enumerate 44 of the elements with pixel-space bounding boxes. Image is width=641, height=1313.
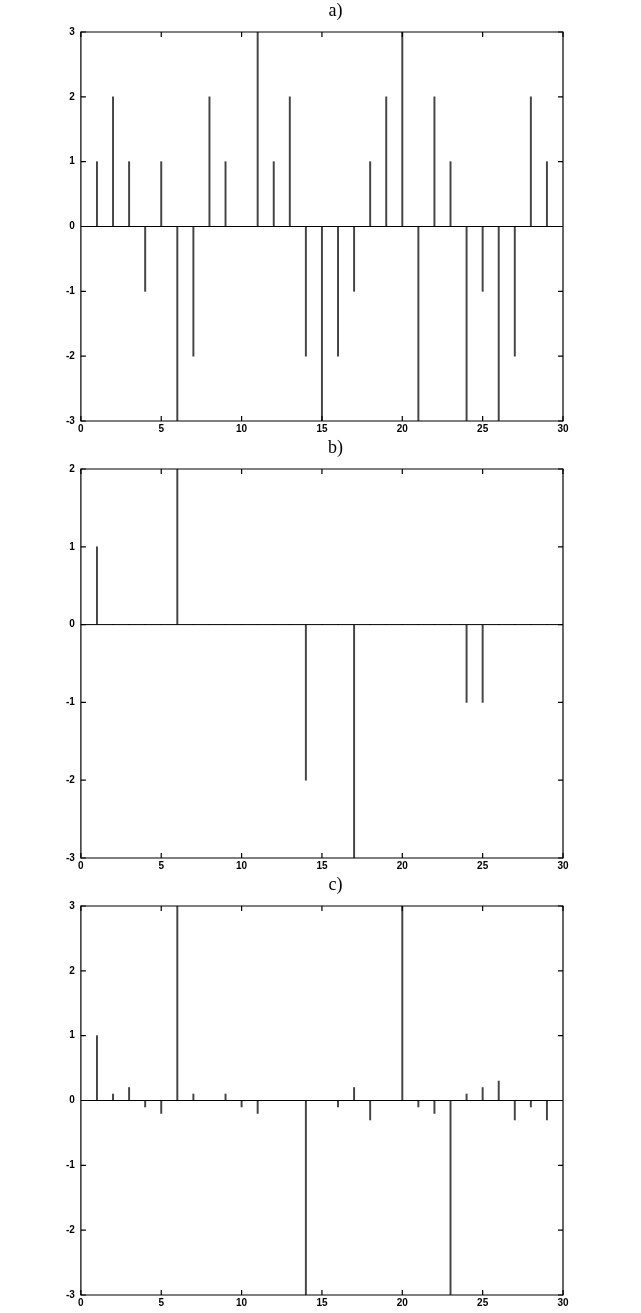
x-tick-label: 5 — [158, 422, 165, 434]
x-tick-label: 0 — [78, 859, 85, 871]
y-tick-label: -1 — [65, 1159, 76, 1171]
y-tick-label: -1 — [65, 696, 76, 708]
x-tick-label: 30 — [557, 422, 569, 434]
x-tick-label: 30 — [557, 859, 569, 871]
x-tick-label: 0 — [78, 1296, 85, 1308]
y-tick-label: -1 — [65, 285, 76, 297]
y-tick-label: 2 — [69, 964, 76, 976]
y-tick-label: 3 — [69, 25, 76, 37]
x-tick-label: 5 — [158, 1296, 165, 1308]
y-tick-label: -2 — [65, 1223, 76, 1235]
y-tick-label: 1 — [69, 1029, 76, 1041]
x-tick-label: 10 — [236, 1296, 248, 1308]
x-tick-label: 20 — [396, 859, 409, 871]
x-tick-label: 10 — [236, 859, 248, 871]
y-tick-label: 1 — [69, 540, 76, 552]
y-tick-label: -3 — [65, 851, 76, 863]
y-tick-label: 1 — [69, 155, 76, 167]
x-tick-label: 15 — [316, 859, 328, 871]
y-tick-label: 0 — [69, 1094, 76, 1106]
y-tick-label: -2 — [65, 773, 76, 785]
x-tick-label: 20 — [396, 1296, 409, 1308]
chart-title: c) — [327, 874, 344, 895]
y-tick-label: 0 — [69, 618, 76, 630]
x-tick-label: 25 — [477, 422, 489, 434]
x-tick-label: 15 — [316, 1296, 328, 1308]
y-tick-label: 0 — [69, 220, 76, 232]
y-tick-label: 2 — [69, 90, 76, 102]
chart-title: a) — [327, 0, 344, 21]
y-tick-label: -3 — [65, 1288, 76, 1300]
x-tick-label: 0 — [78, 422, 85, 434]
x-tick-label: 5 — [158, 859, 165, 871]
x-tick-label: 10 — [236, 422, 248, 434]
x-tick-label: 25 — [477, 859, 489, 871]
y-tick-label: 3 — [69, 899, 76, 911]
x-tick-label: 20 — [396, 422, 409, 434]
y-tick-label: 2 — [69, 462, 76, 474]
x-tick-label: 30 — [557, 1296, 569, 1308]
x-tick-label: 25 — [477, 1296, 489, 1308]
chart-title: b) — [327, 437, 344, 458]
y-tick-label: -2 — [65, 349, 76, 361]
y-tick-label: -3 — [65, 414, 76, 426]
x-tick-label: 15 — [316, 422, 328, 434]
